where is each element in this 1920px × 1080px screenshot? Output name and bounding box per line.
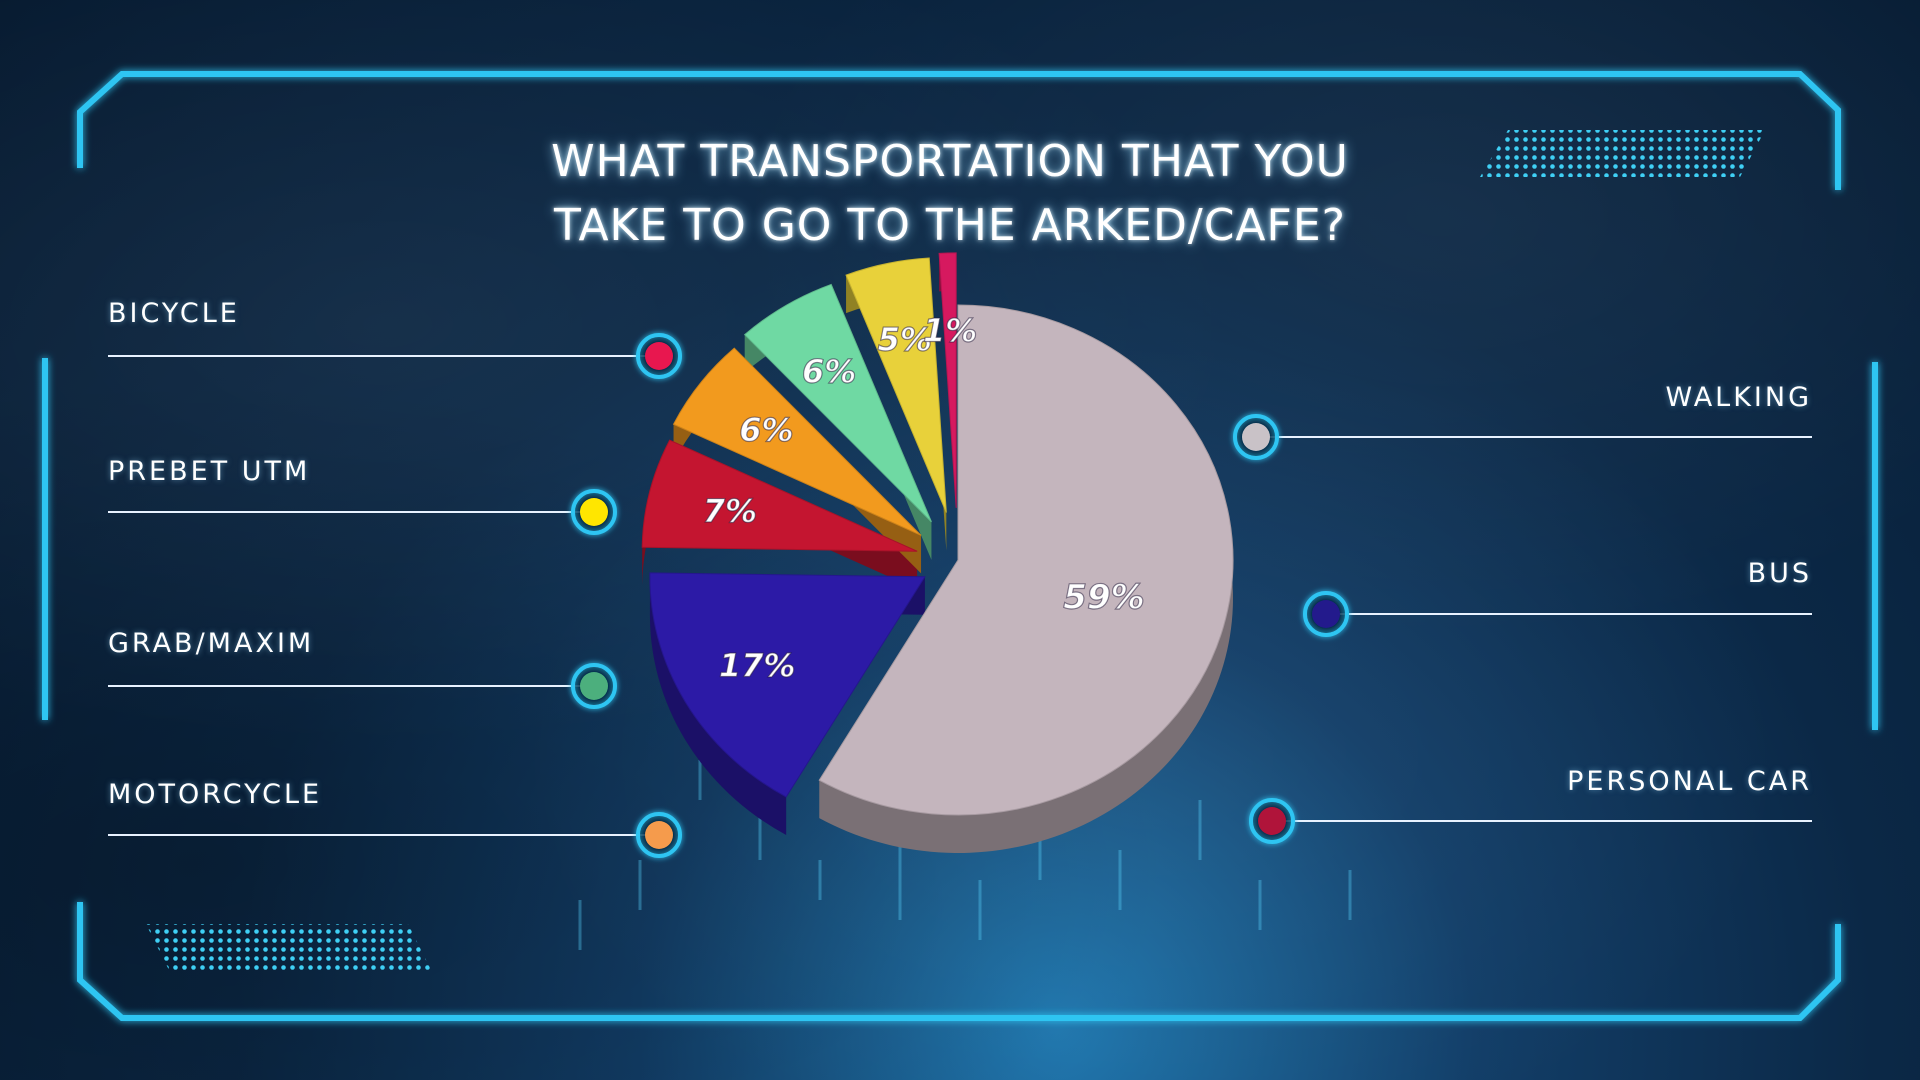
legend-label-bicycle: BICYCLE (108, 298, 240, 329)
frame-bottom-border (77, 902, 1841, 1021)
pie-label-prebet-utm: 5% (878, 320, 932, 358)
legend-dots (571, 333, 1349, 858)
title-line-2: TAKE TO GO TO THE ARKED/CAFE? (554, 200, 1346, 251)
pie-slice-bicycle (938, 252, 957, 508)
pie-slice-grab-maxim (743, 283, 932, 523)
pie-label-personal-car: 7% (703, 492, 757, 530)
pie-slice-personal-car (641, 439, 918, 552)
dotted-stripe-bottom-left (146, 924, 432, 972)
pie-slice-bus (649, 572, 926, 798)
pie-value-labels: 59% 17% 7% 6%6% 5%1% (702, 311, 1145, 685)
dotted-stripe-top-right (1480, 130, 1765, 177)
title-line-1: WHAT TRANSPORTATION THAT YOU (551, 136, 1349, 187)
pie-top (641, 252, 1234, 816)
legend-label-bus: BUS (1747, 558, 1812, 589)
legend-label-walking: WALKING (1665, 382, 1812, 413)
legend-label-grab-maxim: GRAB/MAXIM (108, 628, 315, 659)
pie-slice-motorcycle (672, 347, 922, 536)
pie-slice-side-personal-car (642, 440, 918, 590)
legend-dot-bicycle (645, 342, 673, 370)
pie-slice-prebet-utm (845, 257, 947, 513)
legend-dot-walking (1242, 423, 1270, 451)
pie-label-bus: 17% (719, 646, 796, 684)
legend-dot-personal-car (1258, 807, 1286, 835)
page-title: WHAT TRANSPORTATION THAT YOU TAKE TO GO … (400, 130, 1500, 258)
pie-label-walking: 59% (1063, 578, 1144, 618)
legend-dot-grab-maxim (580, 672, 608, 700)
legend-dot-prebet-utm (580, 498, 608, 526)
legend-connectors (108, 355, 1812, 836)
pie-slice-walking (818, 304, 1234, 816)
legend-label-motorcycle: MOTORCYCLE (108, 779, 323, 810)
pie-label-grab-maxim: 6% (802, 353, 856, 391)
pie-label-motorcycle: 6% (739, 411, 793, 449)
legend-dot-motorcycle (645, 821, 673, 849)
legend-dot-bus (1312, 600, 1340, 628)
legend-label-prebet-utm: PREBET UTM (108, 456, 311, 487)
pie-label-bicycle: 1% (923, 311, 977, 349)
legend-label-personal-car: PERSONAL CAR (1567, 766, 1812, 797)
frame-top-border (77, 71, 1841, 190)
